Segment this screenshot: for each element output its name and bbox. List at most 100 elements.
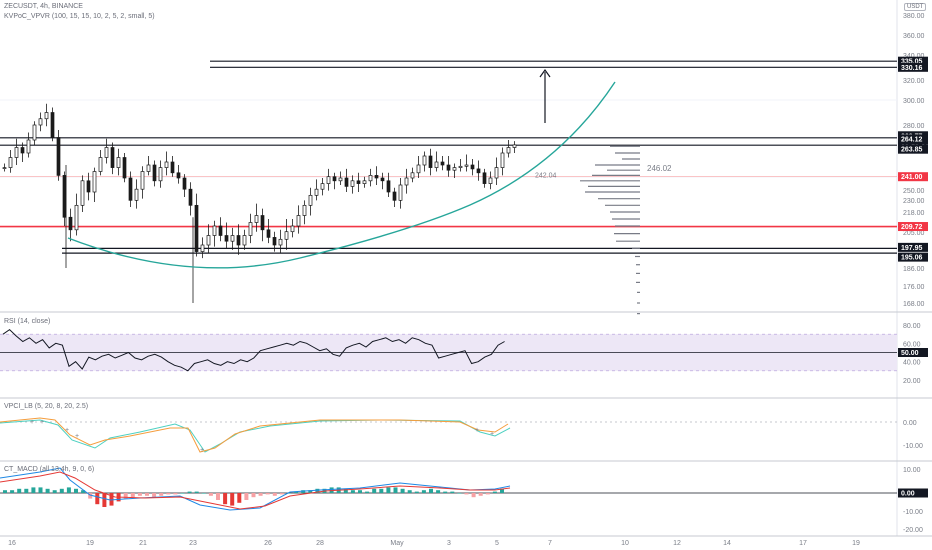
macd-histogram-bar [52,490,57,493]
macd-histogram-bar [66,487,71,493]
price-tag-bg [898,172,928,182]
candle [344,168,349,192]
candle [284,219,289,250]
price-tag-label: 195.06 [901,255,923,262]
candle [98,150,103,176]
price-tick-label: 176.00 [903,284,925,291]
macd-histogram-bar [173,493,178,495]
price-tag-label: 241.00 [901,174,923,181]
candle [398,178,403,209]
rsi-tag-label: 50.00 [901,350,919,357]
time-axis-label: 26 [264,540,272,547]
candle [260,208,265,242]
macd-histogram-bar [478,493,483,496]
candle [410,167,415,183]
macd-histogram-bar [393,487,398,493]
vpci-cross-marker: + [65,427,69,434]
candle [134,179,139,209]
candle [158,160,163,188]
candle [224,222,229,249]
candle [68,208,73,242]
candle [38,112,43,132]
macd-histogram-bar [88,493,93,499]
candle [380,172,385,190]
macd-histogram-bar [102,493,107,507]
candle [26,132,31,158]
candle [2,163,7,172]
candle [92,167,97,202]
candle [104,138,109,164]
macd-histogram-bar [194,491,199,493]
macd-histogram-bar [180,493,185,494]
candle [128,171,133,207]
macd-histogram-bar [251,493,256,498]
macd-histogram-bar [485,493,490,495]
macd-histogram-bar [279,493,284,495]
macd-tick-label: -10.00 [903,509,923,516]
time-axis-label: 21 [139,540,147,547]
candle [434,151,439,172]
candle [14,138,19,165]
macd-tick-label: 10.00 [903,467,921,474]
vpci-line [0,417,509,453]
macd-histogram-bar [308,490,313,493]
candle [302,200,307,225]
candle [446,156,451,177]
macd-histogram-bar [38,487,43,493]
macd-histogram-bar [400,488,405,493]
candle [188,182,193,216]
candle [296,205,301,234]
candle [182,174,187,197]
candle [392,187,397,207]
candle [242,229,247,250]
candle [146,156,151,176]
macd-histogram-bar [414,491,419,493]
vpci-title: VPCI_LB (5, 20, 8, 20, 2.5) [4,403,89,410]
macd-histogram-bar [258,493,263,496]
candle [170,156,175,177]
candle [416,156,421,178]
macd-histogram-bar [343,488,348,493]
price-tag-label: 335.05 [901,59,923,66]
rsi-tick-label: 60.00 [903,341,921,348]
candle [470,159,475,176]
price-tag-bg [898,242,928,252]
time-axis-label: 28 [316,540,324,547]
price-tick-label: 186.00 [903,266,925,273]
macd-histogram-bar [95,493,100,505]
macd-histogram-bar [272,493,277,496]
price-tag-bg [898,134,928,144]
macd-histogram-bar [372,488,377,493]
candle [452,163,457,178]
macd-histogram-bar [159,493,164,496]
candle [110,142,115,175]
macd-histogram-bar [17,488,22,493]
candle [50,107,55,142]
price-tick-label: 300.00 [903,98,925,105]
price-tag-label: 209.72 [901,224,923,231]
candle [500,147,505,176]
price-tag-bg [898,222,928,232]
candle [458,159,463,172]
candle [476,160,481,181]
time-axis-label: 3 [447,540,451,547]
candle [164,151,169,176]
price-tick-label: 250.00 [903,188,925,195]
macd-histogram-bar [109,493,114,506]
candle [8,150,13,173]
macd-tag-label: 0.00 [901,491,915,498]
currency-badge[interactable]: USDT [904,3,927,11]
macd-histogram-bar [407,490,412,493]
macd-histogram-bar [152,493,157,498]
price-tick-label: 230.00 [903,198,925,205]
rounding-bottom-curve [67,81,616,269]
macd-histogram-bar [450,491,455,493]
macd-histogram-bar [230,493,235,506]
vpci-cross-marker: + [200,447,204,454]
candle [482,168,487,188]
rsi-tag-bg [898,348,928,357]
rsi-line [2,328,505,372]
candle [152,160,157,187]
